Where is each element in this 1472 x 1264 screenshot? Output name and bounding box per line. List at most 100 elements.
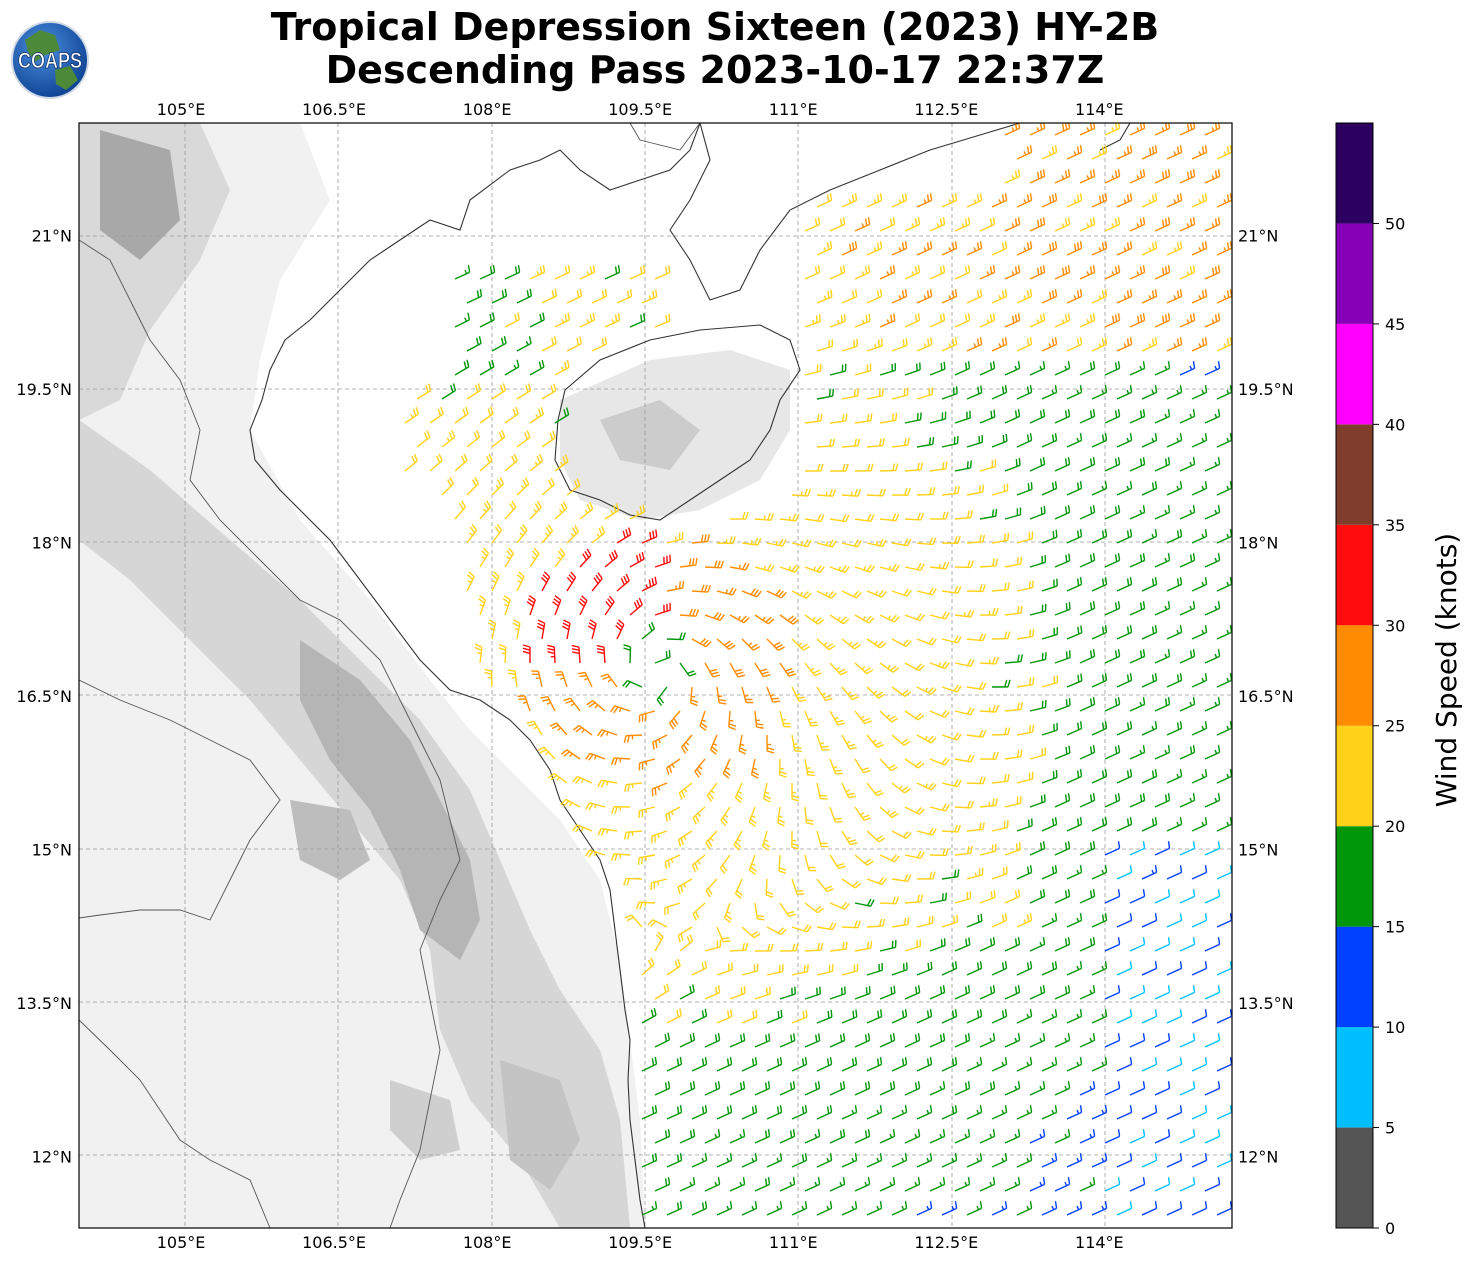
barb-feather (1192, 457, 1196, 465)
barb-feather (951, 1058, 955, 1066)
barb-half-feather (513, 364, 517, 369)
wind-barb (1204, 745, 1221, 760)
barb-feather (494, 526, 501, 534)
barb-feather (728, 723, 737, 727)
barb-feather (1004, 1105, 1008, 1113)
wind-barb (866, 1201, 883, 1216)
barb-feather (928, 827, 934, 835)
barb-feather (1017, 1129, 1021, 1137)
wind-barb (1141, 721, 1158, 736)
wind-barb (829, 1129, 846, 1144)
barb-feather (854, 1153, 858, 1161)
wind-barb (904, 806, 925, 815)
wind-barb (929, 561, 950, 570)
barb-feather (511, 500, 517, 508)
barb-feather (1226, 194, 1230, 202)
barb-half-feather (1186, 319, 1190, 324)
barb-feather (699, 725, 707, 731)
barb-shaft (1154, 655, 1170, 664)
wind-barb (729, 662, 746, 678)
barb-feather (649, 531, 652, 540)
barb-feather (487, 622, 496, 628)
barb-feather (989, 1082, 993, 1090)
barb-half-feather (1223, 199, 1227, 204)
barb-feather (701, 962, 705, 970)
wind-barb (716, 1057, 733, 1072)
wind-barb (891, 1057, 908, 1072)
wind-barb (854, 854, 874, 866)
wind-barb (1016, 1057, 1033, 1072)
barb-feather (829, 1201, 833, 1209)
wind-barb (597, 827, 618, 836)
wind-barb (879, 217, 896, 232)
wind-barb (654, 650, 671, 664)
barb-feather (745, 511, 749, 520)
barb-feather (563, 361, 567, 370)
barb-feather (1104, 1153, 1108, 1161)
barb-half-feather (1176, 389, 1180, 394)
barb-feather (954, 1153, 958, 1161)
barb-feather (992, 558, 995, 567)
wind-barb (829, 265, 846, 280)
barb-feather (705, 890, 711, 898)
barb-half-feather (685, 741, 690, 746)
barb-feather (640, 857, 644, 865)
barb-feather (942, 1129, 946, 1137)
barb-feather (1007, 532, 1010, 541)
wind-barb (1116, 817, 1133, 832)
barb-feather (543, 571, 551, 578)
barb-half-feather (1176, 629, 1180, 634)
barb-shaft (1129, 1087, 1145, 1096)
wind-barb (1029, 747, 1047, 760)
barb-feather (611, 806, 615, 814)
wind-barb (1191, 1009, 1208, 1024)
barb-feather (1054, 1105, 1058, 1113)
wind-barb (1091, 721, 1108, 736)
barb-feather (1154, 337, 1158, 345)
wind-barb (1154, 457, 1171, 472)
barb-feather (680, 837, 684, 846)
wind-barb (623, 830, 643, 840)
barb-feather (787, 615, 794, 622)
wind-barb (1029, 361, 1046, 376)
wind-barb (554, 548, 566, 568)
barb-feather (551, 724, 559, 730)
barb-feather (597, 651, 605, 655)
barb-feather (870, 899, 875, 907)
barb-feather (850, 842, 858, 846)
barb-feather (766, 747, 775, 751)
barb-feather (1176, 578, 1180, 586)
barb-feather (957, 536, 961, 544)
barb-feather (1004, 774, 1007, 782)
barb-feather (1101, 194, 1105, 202)
wind-barb (1104, 169, 1121, 184)
wind-barb (1016, 865, 1033, 880)
wind-barb (954, 891, 972, 904)
barb-feather (879, 1057, 883, 1065)
barb-shaft (1166, 391, 1182, 400)
barb-feather (1004, 193, 1008, 201)
barb-feather (1201, 338, 1205, 346)
barb-feather (797, 696, 805, 700)
barb-feather (1192, 217, 1196, 225)
barb-feather (636, 599, 641, 608)
barb-feather (1052, 771, 1055, 779)
barb-feather (1051, 242, 1055, 250)
wind-barb (816, 1105, 833, 1120)
wind-barb (1129, 457, 1146, 472)
wind-barb (779, 986, 796, 1000)
wind-barb (1166, 385, 1183, 400)
wind-barb (791, 878, 805, 895)
wind-barb (1004, 937, 1021, 952)
barb-feather (906, 589, 912, 597)
barb-feather (1042, 1177, 1046, 1185)
wind-barb (1054, 745, 1071, 760)
wind-barb (866, 438, 885, 448)
wind-barb (941, 289, 958, 304)
barb-shaft (1066, 1063, 1082, 1072)
barb-feather (1065, 603, 1068, 611)
barb-feather (979, 1153, 983, 1161)
barb-feather (1129, 145, 1133, 153)
barb-half-feather (898, 785, 903, 790)
barb-feather (979, 1105, 983, 1113)
